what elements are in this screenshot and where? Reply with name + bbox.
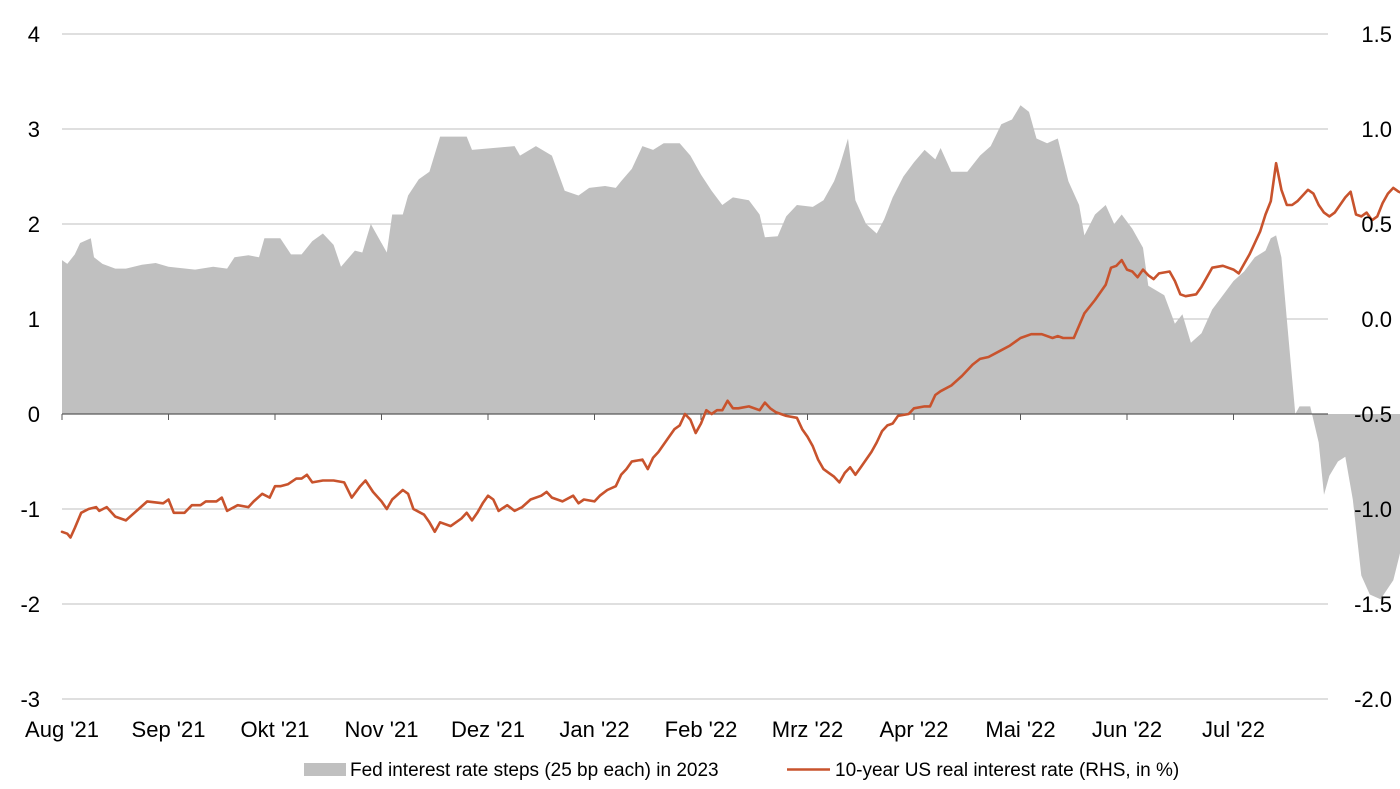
x-axis-tick-label: Feb '22	[665, 717, 738, 742]
y2-axis-tick-label: -1.5	[1354, 592, 1392, 617]
x-axis-tick-label: Mai '22	[985, 717, 1055, 742]
area-series-path	[62, 105, 1400, 600]
y-axis-tick-label: 4	[28, 22, 40, 47]
x-axis-tick-label: Mrz '22	[772, 717, 843, 742]
x-axis-tick-label: Apr '22	[879, 717, 948, 742]
y-axis-tick-label: 0	[28, 402, 40, 427]
y-axis-tick-label: 3	[28, 117, 40, 142]
y2-axis-tick-label: 1.0	[1361, 117, 1392, 142]
y-axis-tick-label: 2	[28, 212, 40, 237]
y2-axis-tick-label: 1.5	[1361, 22, 1392, 47]
y2-axis-tick-label: -1.0	[1354, 497, 1392, 522]
y-axis-tick-label: 1	[28, 307, 40, 332]
line-series	[60, 161, 1400, 539]
x-axis-tick-label: Sep '21	[132, 717, 206, 742]
x-axis-tick-label: Aug '21	[25, 717, 99, 742]
x-axis-tick-label: Dez '21	[451, 717, 525, 742]
x-axis-tick-label: Jan '22	[559, 717, 629, 742]
y2-axis-tick-label: -2.0	[1354, 687, 1392, 712]
legend: Fed interest rate steps (25 bp each) in …	[304, 760, 1179, 781]
y2-axis-tick-label: -0.5	[1354, 402, 1392, 427]
legend-swatch-area	[304, 763, 346, 776]
legend-label-area: Fed interest rate steps (25 bp each) in …	[350, 760, 719, 781]
line-series-path	[60, 161, 1400, 539]
y-axis-tick-label: -1	[20, 497, 40, 522]
legend-label-line: 10-year US real interest rate (RHS, in %…	[835, 760, 1179, 781]
tick-labels: 4 3 2 1 0 -1 -2 -3 1.5 1.0 0.5 0.0 -0.5 -1.0 -1.5 -2.0 A…	[20, 22, 1392, 742]
x-axis-tick-label: Jul '22	[1202, 717, 1265, 742]
y-axis-tick-label: -3	[20, 687, 40, 712]
x-axis-tick-label: Okt '21	[240, 717, 309, 742]
y2-axis-tick-label: 0.5	[1361, 212, 1392, 237]
y-axis-tick-label: -2	[20, 592, 40, 617]
x-axis-tick-label: Jun '22	[1092, 717, 1162, 742]
area-series	[62, 105, 1400, 600]
y2-axis-tick-label: 0.0	[1361, 307, 1392, 332]
x-axis	[61, 413, 1328, 420]
x-axis-tick-label: Nov '21	[345, 717, 419, 742]
